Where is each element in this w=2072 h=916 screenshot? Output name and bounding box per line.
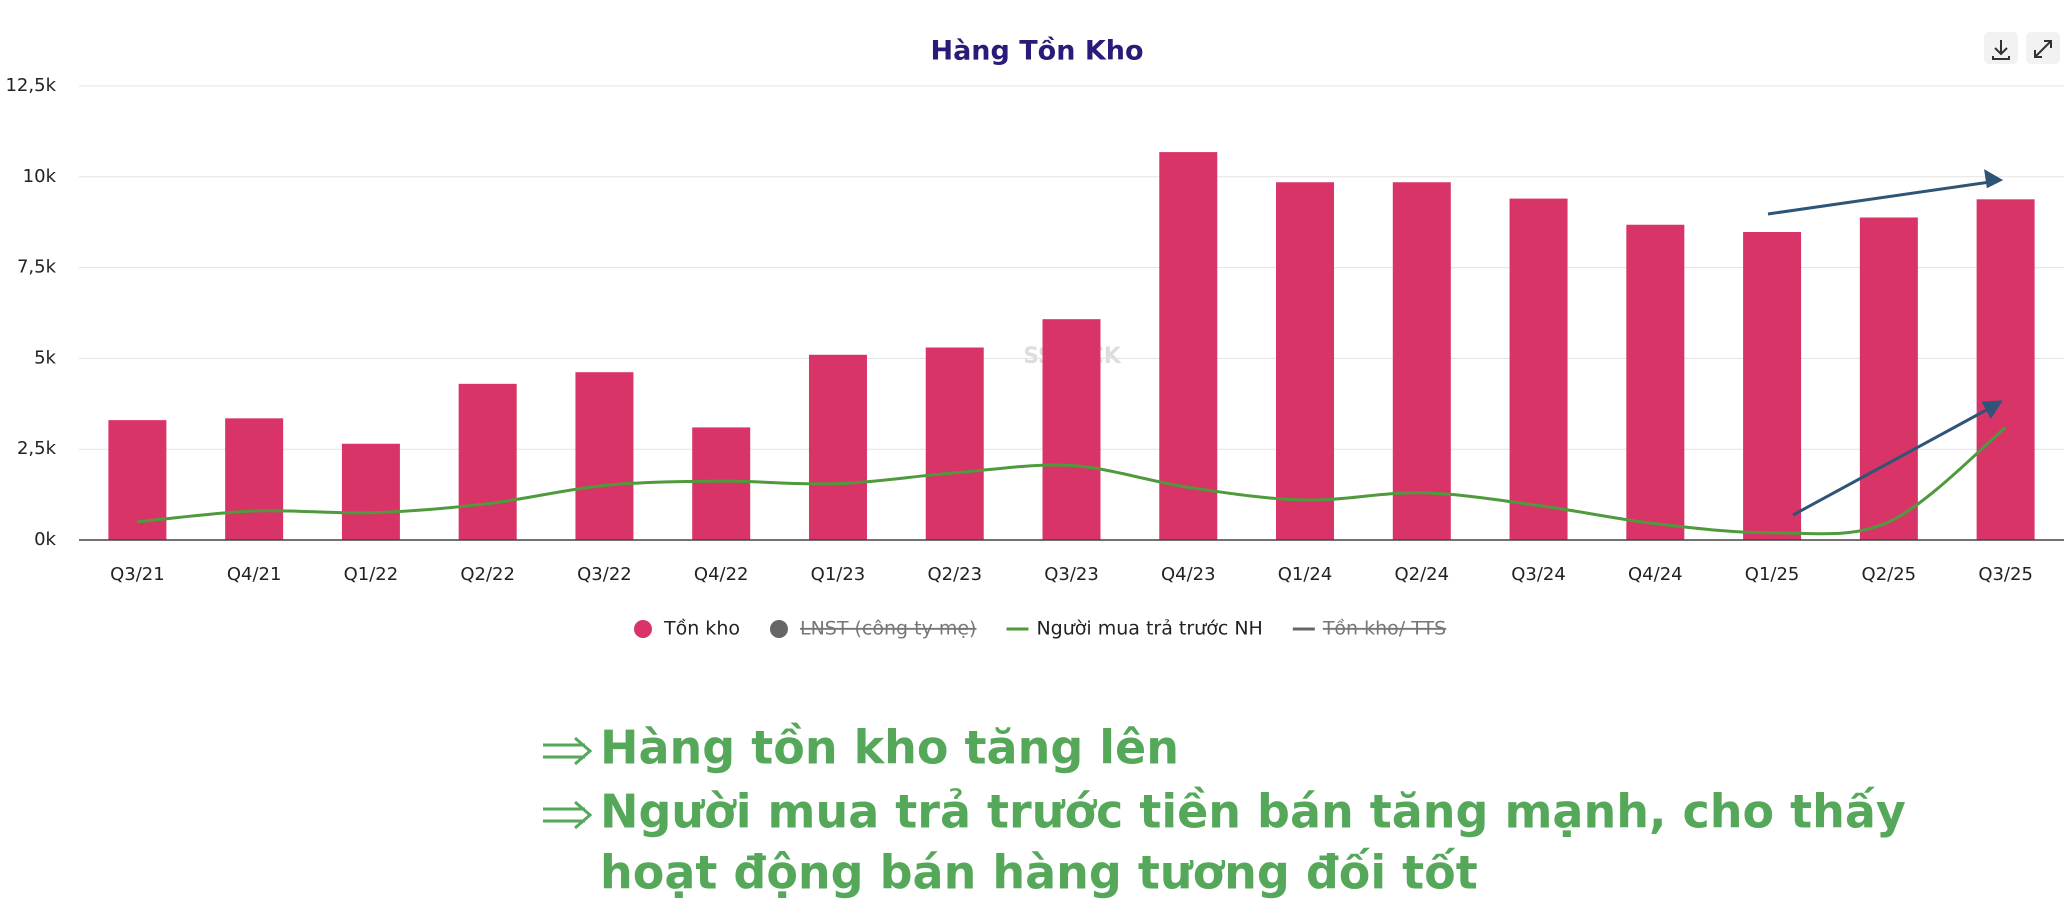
trend-arrows bbox=[1767, 169, 2004, 517]
y-tick-label: 12,5k bbox=[5, 75, 56, 96]
bar bbox=[1976, 199, 2035, 540]
y-tick-label: 0k bbox=[34, 529, 56, 550]
legend-label: LNST (công ty mẹ) bbox=[800, 618, 976, 640]
bar bbox=[458, 383, 517, 540]
legend-label: Tồn kho bbox=[663, 618, 740, 640]
x-tick-label: Q2/24 bbox=[1394, 564, 1449, 585]
legend-label: Tồn kho/ TTS bbox=[1322, 618, 1446, 640]
bar bbox=[1042, 319, 1101, 540]
y-tick-label: 7,5k bbox=[17, 257, 57, 278]
x-tick-label: Q2/22 bbox=[460, 564, 515, 585]
legend-swatch bbox=[634, 620, 652, 638]
bar bbox=[808, 354, 867, 540]
legend-swatch bbox=[769, 620, 788, 638]
x-tick-label: Q1/24 bbox=[1278, 564, 1333, 585]
bar bbox=[1743, 232, 1802, 540]
bar bbox=[225, 418, 284, 540]
legend-label: Người mua trả trước NH bbox=[1036, 618, 1262, 640]
fullscreen-button[interactable] bbox=[2026, 32, 2060, 64]
y-tick-label: 2,5k bbox=[17, 438, 57, 459]
x-tick-label: Q4/22 bbox=[694, 564, 749, 585]
x-tick-label: Q2/23 bbox=[927, 564, 982, 585]
y-tick-label: 5k bbox=[34, 347, 56, 368]
x-tick-label: Q4/24 bbox=[1628, 564, 1683, 585]
x-tick-label: Q1/25 bbox=[1745, 564, 1800, 585]
bar bbox=[575, 372, 634, 540]
x-tick-label: Q4/21 bbox=[227, 564, 282, 585]
bar bbox=[1159, 152, 1218, 540]
bar bbox=[692, 427, 751, 540]
legend: Tồn kho LNST (công ty mẹ) Người mua trả tr… bbox=[634, 618, 1446, 640]
x-tick-label: Q3/22 bbox=[577, 564, 632, 585]
bar bbox=[1276, 182, 1335, 541]
bar bbox=[1509, 198, 1568, 541]
bar bbox=[1392, 182, 1451, 541]
line bbox=[137, 426, 2007, 536]
bar bbox=[925, 347, 984, 540]
annotation: Người mua trả trước tiền bán tăng mạnh, … bbox=[600, 785, 1906, 839]
bar bbox=[341, 443, 400, 540]
x-tick-label: Q2/25 bbox=[1862, 564, 1917, 585]
bar bbox=[1859, 217, 1918, 540]
bar bbox=[108, 420, 167, 540]
annotation: Hàng tồn kho tăng lên bbox=[600, 721, 1179, 775]
x-tick-label: Q1/22 bbox=[344, 564, 399, 585]
y-tick-label: 10k bbox=[23, 166, 57, 187]
download-button[interactable] bbox=[1984, 32, 2018, 64]
implication-arrows bbox=[543, 736, 593, 830]
x-tick-label: Q4/23 bbox=[1161, 564, 1216, 585]
annotation: hoạt động bán hàng tương đối tốt bbox=[600, 846, 1478, 900]
chart-title: Hàng Tồn Kho bbox=[930, 36, 1143, 67]
x-tick-label: Q3/24 bbox=[1511, 564, 1566, 585]
x-tick-label: Q3/21 bbox=[110, 564, 165, 585]
x-tick-label: Q3/25 bbox=[1978, 564, 2033, 585]
bar bbox=[1626, 224, 1685, 540]
plot: 0k 2,5k 5k 7,5k 10k 12,5k Q3/21 Q4/21 Q1/22 Q2/22… bbox=[5, 75, 2064, 585]
x-tick-label: Q1/23 bbox=[811, 564, 866, 585]
x-tick-label: Q3/23 bbox=[1044, 564, 1099, 585]
